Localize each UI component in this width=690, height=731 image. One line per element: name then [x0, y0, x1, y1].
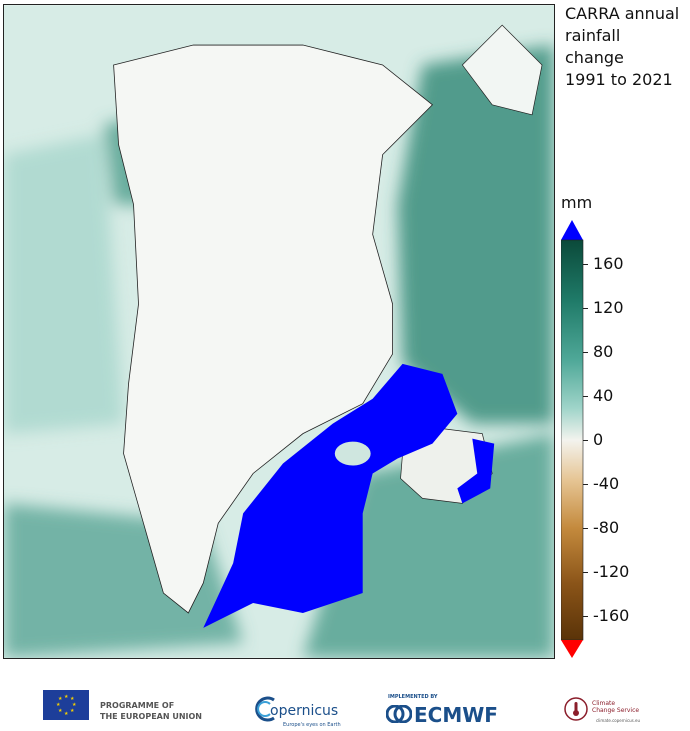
c3s-logo: [564, 697, 588, 725]
colorbar-tick-label: 120: [593, 298, 624, 317]
colorbar-tick-label: -160: [593, 606, 630, 625]
exceedance-region: [203, 363, 458, 628]
colorbar-tick-label: 160: [593, 254, 624, 273]
thermometer-icon: [564, 697, 588, 721]
eu-line-2: THE EUROPEAN UNION: [100, 712, 202, 721]
ecmwf-tag: IMPLEMENTED BY: [388, 694, 438, 700]
eu-text: PROGRAMME OF THE EUROPEAN UNION: [100, 700, 202, 722]
colorbar-tick-mark: [583, 308, 588, 309]
map-title: CARRA annual rainfall change 1991 to 202…: [565, 3, 690, 91]
svg-text:★: ★: [72, 702, 77, 708]
colorbar-tick-label: 0: [593, 430, 604, 449]
svg-text:★: ★: [58, 696, 63, 702]
colorbar-unit: mm: [561, 193, 593, 212]
colorbar-tick-mark: [583, 440, 588, 441]
svg-text:★: ★: [64, 694, 69, 700]
copernicus-logo: [252, 696, 282, 726]
colorbar-tick-mark: [583, 352, 588, 353]
svg-text:★: ★: [56, 702, 61, 708]
eu-line-1: PROGRAMME OF: [100, 701, 175, 710]
colorbar-tick-mark: [583, 572, 588, 573]
title-line-4: 1991 to 2021: [565, 70, 673, 89]
rainfall-change-map: [3, 4, 555, 659]
colorbar-tick-mark: [583, 264, 588, 265]
c3s-text: Climate Change Service: [592, 700, 639, 714]
title-line-3: change: [565, 48, 624, 67]
eu-flag-icon: ★ ★★ ★★★ ★★: [43, 690, 89, 720]
colorbar-tick-label: -40: [593, 474, 620, 493]
svg-text:★: ★: [58, 708, 63, 714]
colorbar-tick-mark: [583, 528, 588, 529]
greenland-landmass: [113, 44, 434, 614]
colorbar-tick-label: 40: [593, 386, 614, 405]
colorbar-tick-label: 80: [593, 342, 614, 361]
colorbar: [561, 220, 584, 658]
colorbar-tick-mark: [583, 616, 588, 617]
svg-text:★: ★: [70, 708, 75, 714]
ecmwf-text: ECMWF: [414, 703, 498, 727]
exceedance-region-iceland: [457, 438, 495, 504]
svalbard-landmass: [461, 24, 543, 116]
c3s-line-1: Climate: [592, 700, 616, 707]
copernicus-c-icon: [255, 696, 275, 722]
title-line-2: rainfall: [565, 26, 621, 45]
colorbar-gradient: [561, 239, 584, 641]
eu-logo: ★ ★ ★ ★ ★ ★ ★ ★: [43, 690, 89, 724]
colorbar-tick-label: -80: [593, 518, 620, 537]
svg-text:★: ★: [64, 711, 69, 717]
copernicus-text: opernicus: [270, 703, 339, 719]
c3s-line-2: Change Service: [592, 707, 640, 714]
svg-text:★: ★: [70, 696, 75, 702]
map-light-patch: [334, 441, 371, 466]
ecmwf-logo: [385, 704, 413, 727]
title-line-1: CARRA annual: [565, 4, 680, 23]
colorbar-low-extend: [561, 640, 583, 658]
colorbar-tick-label: -120: [593, 562, 630, 581]
copernicus-tagline: Europe's eyes on Earth: [283, 722, 341, 728]
colorbar-high-extend: [561, 220, 583, 240]
ecmwf-icon: [385, 704, 413, 724]
colorbar-tick-mark: [583, 484, 588, 485]
colorbar-tick-mark: [583, 396, 588, 397]
c3s-url: climate.copernicus.eu: [596, 718, 641, 723]
